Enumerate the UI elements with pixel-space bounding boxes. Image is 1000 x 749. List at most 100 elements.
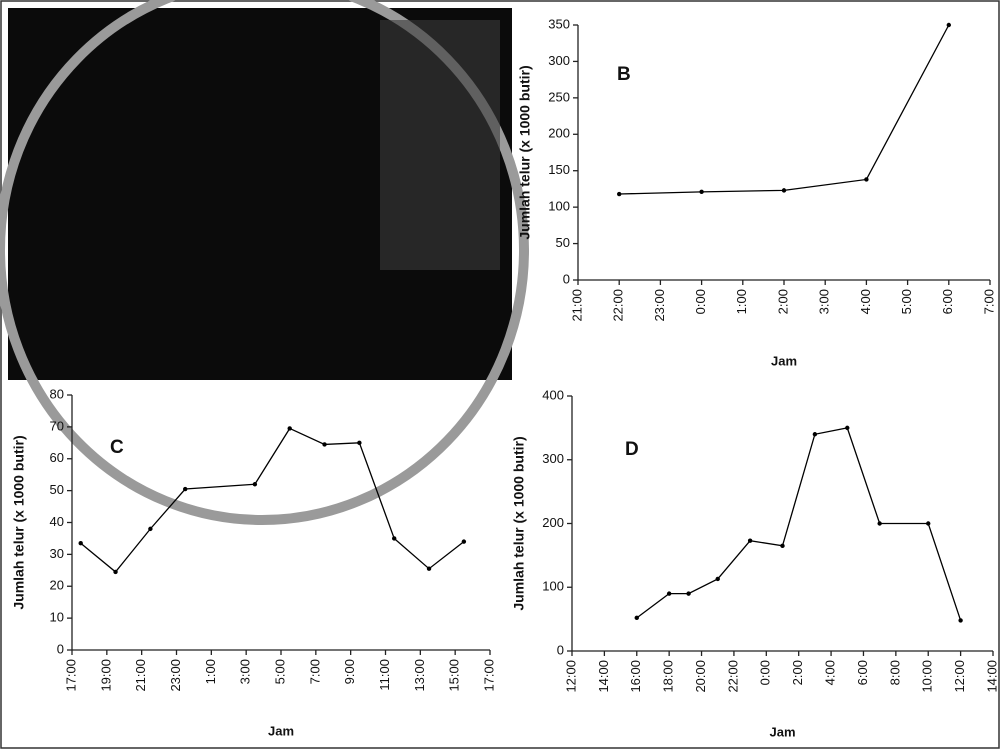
x-tick-label: 9:00 <box>342 659 357 684</box>
x-tick-label: 4:00 <box>858 289 873 314</box>
y-axis-title: Jumlah telur (x 1000 butir) <box>511 436 527 610</box>
y-tick-label: 300 <box>548 53 570 68</box>
data-point <box>78 541 83 546</box>
x-tick-label: 10:00 <box>920 660 935 693</box>
y-tick-label: 50 <box>50 482 64 497</box>
x-tick-label: 0:00 <box>693 289 708 314</box>
data-point <box>780 543 785 549</box>
y-tick-label: 40 <box>50 514 64 529</box>
data-point <box>877 521 882 526</box>
data-point <box>958 618 963 623</box>
panel-label: B <box>617 64 631 85</box>
x-tick-label: 21:00 <box>569 289 584 322</box>
x-tick-label: 4:00 <box>823 660 838 685</box>
y-tick-label: 50 <box>556 235 570 250</box>
panel-label: D <box>625 439 639 460</box>
x-tick-label: 21:00 <box>133 659 148 692</box>
x-tick-label: 0:00 <box>758 660 773 685</box>
x-tick-label: 22:00 <box>725 660 740 693</box>
y-tick-label: 0 <box>57 641 64 656</box>
y-tick-label: 250 <box>548 89 570 104</box>
data-point <box>926 521 931 526</box>
data-point <box>252 482 258 487</box>
data-point <box>715 576 720 582</box>
y-tick-label: 20 <box>50 578 64 593</box>
x-tick-label: 1:00 <box>203 659 218 684</box>
data-point <box>322 442 327 447</box>
x-tick-label: 2:00 <box>775 289 790 314</box>
x-tick-label: 7:00 <box>307 659 322 684</box>
x-tick-label: 14:00 <box>596 660 611 693</box>
x-tick-label: 12:00 <box>952 660 967 693</box>
x-tick-label: 14:00 <box>984 660 999 693</box>
x-tick-label: 3:00 <box>817 289 832 314</box>
y-tick-label: 30 <box>50 546 64 561</box>
x-tick-label: 23:00 <box>168 659 183 692</box>
data-point <box>183 486 188 492</box>
y-tick-label: 200 <box>542 515 564 530</box>
photo <box>0 0 529 525</box>
data-point <box>864 177 869 182</box>
y-tick-label: 10 <box>50 610 64 625</box>
data-point <box>686 591 691 596</box>
y-tick-label: 80 <box>50 386 64 401</box>
data-point <box>666 591 672 596</box>
x-tick-label: 19:00 <box>98 659 113 692</box>
x-tick-label: 3:00 <box>238 659 253 684</box>
x-tick-label: 18:00 <box>661 660 676 693</box>
x-tick-label: 13:00 <box>412 659 427 692</box>
x-tick-label: 15:00 <box>447 659 462 692</box>
chart-panel: 0 100 200 300 400 12:00 14:00 16:00 18:00 20:00 22… <box>511 387 1000 739</box>
y-tick-label: 200 <box>548 126 570 141</box>
data-point <box>845 425 850 431</box>
x-tick-label: 23:00 <box>652 289 667 322</box>
data-point <box>287 426 292 431</box>
data-point <box>148 526 153 532</box>
x-tick-label: 5:00 <box>899 289 914 314</box>
x-tick-label: 12:00 <box>563 660 578 693</box>
data-point <box>812 432 818 437</box>
x-tick-label: 6:00 <box>855 660 870 685</box>
data-point <box>699 189 704 195</box>
x-tick-label: 22:00 <box>611 289 626 322</box>
data-point <box>617 191 622 197</box>
photo-highlight <box>380 20 500 270</box>
data-point <box>781 188 787 193</box>
data-point <box>113 569 118 575</box>
y-tick-label: 0 <box>563 271 570 286</box>
chart-panel: 0 10 20 30 40 50 60 70 80 17:00 19:00 21:00 23:00 1:0… <box>11 386 497 738</box>
data-point <box>946 22 951 28</box>
x-tick-label: 17:00 <box>481 659 496 692</box>
y-tick-label: 100 <box>542 579 564 594</box>
x-axis-title: Jam <box>268 723 294 738</box>
data-point <box>634 615 639 621</box>
y-tick-label: 70 <box>50 418 64 433</box>
x-tick-label: 6:00 <box>940 289 955 314</box>
y-tick-label: 100 <box>548 199 570 214</box>
data-point <box>747 538 753 543</box>
x-tick-label: 8:00 <box>887 660 902 685</box>
x-tick-label: 20:00 <box>693 660 708 693</box>
panel-label: C <box>110 437 124 458</box>
y-axis-title: Jumlah telur (x 1000 butir) <box>517 65 533 239</box>
x-tick-label: 5:00 <box>272 659 287 684</box>
y-tick-label: 350 <box>548 16 570 31</box>
y-tick-label: 60 <box>50 450 64 465</box>
y-tick-label: 0 <box>557 642 564 657</box>
x-axis-title: Jam <box>771 353 797 368</box>
photo-dish-rim <box>0 0 529 525</box>
data-point <box>357 440 362 446</box>
x-tick-label: 16:00 <box>628 660 643 693</box>
data-point <box>426 566 432 571</box>
y-axis-title: Jumlah telur (x 1000 butir) <box>11 435 27 609</box>
x-tick-label: 7:00 <box>981 289 996 314</box>
x-tick-label: 11:00 <box>377 659 392 691</box>
x-tick-label: 1:00 <box>734 289 749 314</box>
x-axis-title: Jam <box>769 724 795 739</box>
data-point <box>461 539 467 544</box>
y-tick-label: 150 <box>548 162 570 177</box>
data-point <box>392 536 397 541</box>
y-tick-label: 400 <box>542 387 564 402</box>
